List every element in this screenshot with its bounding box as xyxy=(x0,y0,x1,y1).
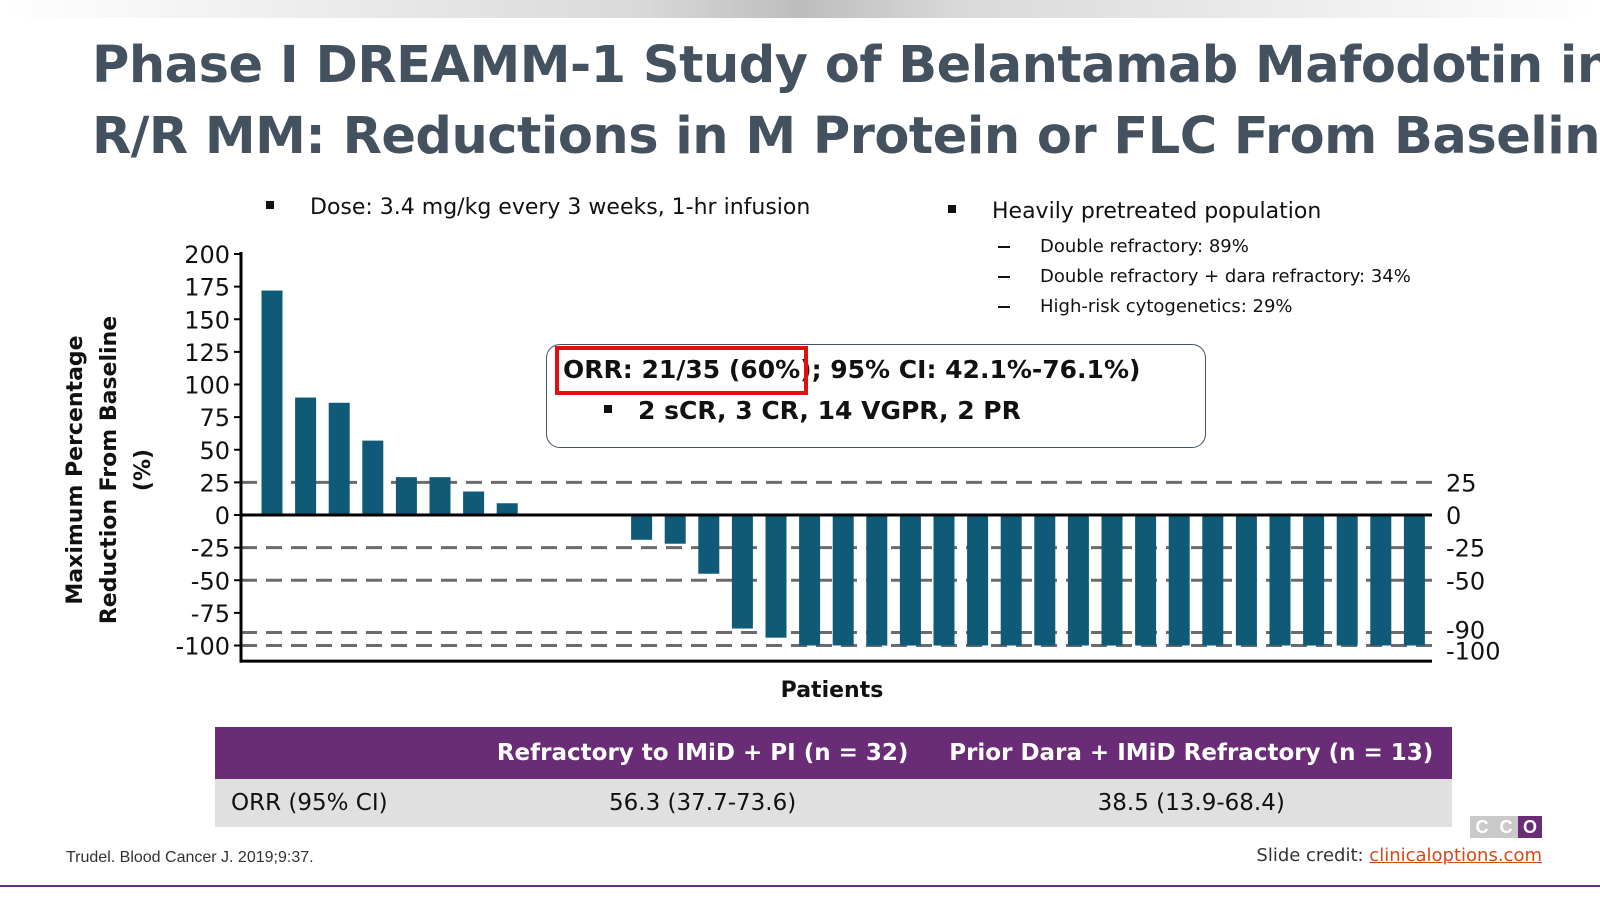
data-bar xyxy=(866,515,888,646)
data-bar xyxy=(395,477,417,515)
data-bar xyxy=(496,503,518,515)
table-cell: ORR (95% CI) xyxy=(215,779,475,827)
table-header-row: Refractory to IMiD + PI (n = 32) Prior D… xyxy=(215,727,1452,779)
sub-bullet-text: Double refractory: 89% xyxy=(1040,236,1249,257)
reference-line-label: -100 xyxy=(1446,638,1500,666)
orr-highlight-text: ORR: 21/35 (60%) xyxy=(563,355,812,384)
data-bar xyxy=(1202,515,1224,646)
data-bar xyxy=(731,515,753,629)
y-tick-label: 175 xyxy=(184,274,230,302)
bullet-square-icon xyxy=(604,405,612,413)
orr-highlight-box xyxy=(555,346,808,395)
y-tick-label: 50 xyxy=(199,437,230,465)
data-bar xyxy=(463,491,485,515)
table-cell: 56.3 (37.7-73.6) xyxy=(474,779,931,827)
sub-bullet-text: High-risk cytogenetics: 29% xyxy=(1040,296,1293,317)
orr-ci-text: ; 95% CI: 42.1%-76.1%) xyxy=(811,355,1141,384)
data-bar xyxy=(1000,515,1022,646)
y-tick-label: 125 xyxy=(184,339,230,367)
data-bar xyxy=(933,515,955,646)
data-bar xyxy=(1370,515,1392,646)
y-tick-label: -50 xyxy=(191,567,230,595)
y-tick-label: 150 xyxy=(184,306,230,334)
y-tick-label: -75 xyxy=(191,600,230,628)
sub-bullet: Double refractory: 89% xyxy=(998,236,1249,257)
y-tick-label: 100 xyxy=(184,372,230,400)
reference-line-label: 25 xyxy=(1446,469,1477,497)
logo-letter: C xyxy=(1494,816,1518,838)
table-cell: 38.5 (13.9-68.4) xyxy=(930,779,1452,827)
table-header-cell xyxy=(215,727,475,779)
data-bar xyxy=(698,515,720,574)
bullet-square-icon xyxy=(948,205,956,213)
credit-label: Slide credit: xyxy=(1256,845,1370,866)
dash-icon xyxy=(998,276,1010,278)
title-line-2: R/R MM: Reductions in M Protein or FLC F… xyxy=(92,107,1600,166)
data-bar xyxy=(1135,515,1157,646)
dash-icon xyxy=(998,246,1010,248)
data-bar xyxy=(295,397,317,515)
data-bar xyxy=(328,402,350,515)
data-bar xyxy=(362,440,384,515)
sub-bullet-text: Double refractory + dara refractory: 34% xyxy=(1040,266,1411,287)
responses-text: 2 sCR, 3 CR, 14 VGPR, 2 PR xyxy=(638,396,1021,425)
y-tick-label: 0 xyxy=(215,502,230,530)
data-bar xyxy=(1034,515,1056,646)
waterfall-chart: 200 175 150 125 100 75 50 25 0 -25 -50 -75 -100 25 0 -2… xyxy=(176,241,1501,703)
credit-link[interactable]: clinicaloptions.com xyxy=(1369,845,1542,866)
data-bar xyxy=(899,515,921,646)
data-bar xyxy=(1067,515,1089,646)
top-gradient-bar xyxy=(0,0,1600,18)
dose-bullet: Dose: 3.4 mg/kg every 3 weeks, 1-hr infu… xyxy=(266,195,810,220)
sub-bullet: High-risk cytogenetics: 29% xyxy=(998,296,1293,317)
logo-letter: O xyxy=(1518,816,1542,838)
orr-callout-box xyxy=(546,344,1206,448)
cco-logo: C C O xyxy=(1470,816,1542,838)
y-tick-label: 75 xyxy=(199,404,230,432)
orr-table: Refractory to IMiD + PI (n = 32) Prior D… xyxy=(215,727,1452,827)
data-bar xyxy=(664,515,686,544)
title-line-1: Phase I DREAMM-1 Study of Belantamab Maf… xyxy=(92,36,1600,95)
citation: Trudel. Blood Cancer J. 2019;9:37. xyxy=(66,849,314,866)
data-bar xyxy=(429,477,451,515)
y-tick-label: 200 xyxy=(184,241,230,269)
population-text: Heavily pretreated population xyxy=(992,199,1322,224)
data-bar xyxy=(1336,515,1358,646)
data-bar xyxy=(1235,515,1257,646)
dash-icon xyxy=(998,306,1010,308)
table-header-cell: Refractory to IMiD + PI (n = 32) xyxy=(474,727,931,779)
data-bar xyxy=(261,290,283,515)
data-bar xyxy=(1303,515,1325,646)
reference-line-label: -25 xyxy=(1446,535,1485,563)
data-bar xyxy=(631,515,653,540)
data-bar xyxy=(967,515,989,646)
data-bar xyxy=(1269,515,1291,646)
reference-line-label: 0 xyxy=(1446,502,1461,530)
slide-credit: Slide credit: clinicaloptions.com xyxy=(1256,845,1542,866)
data-bar xyxy=(765,515,787,638)
data-bar xyxy=(1403,515,1425,646)
y-tick-label: 25 xyxy=(199,469,230,497)
data-bar xyxy=(832,515,854,646)
table-header-cell: Prior Dara + IMiD Refractory (n = 13) xyxy=(930,727,1452,779)
y-tick-label: -25 xyxy=(191,535,230,563)
population-bullet: Heavily pretreated population xyxy=(948,199,1321,224)
bullet-square-icon xyxy=(266,201,274,209)
dose-text: Dose: 3.4 mg/kg every 3 weeks, 1-hr infu… xyxy=(310,195,811,220)
x-axis-label: Patients xyxy=(781,678,884,703)
data-bar xyxy=(1168,515,1190,646)
responses-bullet: 2 sCR, 3 CR, 14 VGPR, 2 PR xyxy=(604,396,1021,425)
sub-bullet: Double refractory + dara refractory: 34% xyxy=(998,266,1411,287)
table-row: ORR (95% CI) 56.3 (37.7-73.6) 38.5 (13.9… xyxy=(215,779,1452,827)
orr-callout-line: ORR: 21/35 (60%); 95% CI: 42.1%-76.1%) xyxy=(563,355,1140,384)
logo-letter: C xyxy=(1470,816,1494,838)
slide-title: Phase I DREAMM-1 Study of Belantamab Maf… xyxy=(92,30,1600,172)
data-bar xyxy=(1101,515,1123,646)
data-bar xyxy=(799,515,821,646)
reference-line-label: -50 xyxy=(1446,567,1485,595)
reference-line-label: -90 xyxy=(1446,616,1485,644)
bottom-divider xyxy=(0,885,1600,887)
y-tick-label: -100 xyxy=(176,633,230,661)
